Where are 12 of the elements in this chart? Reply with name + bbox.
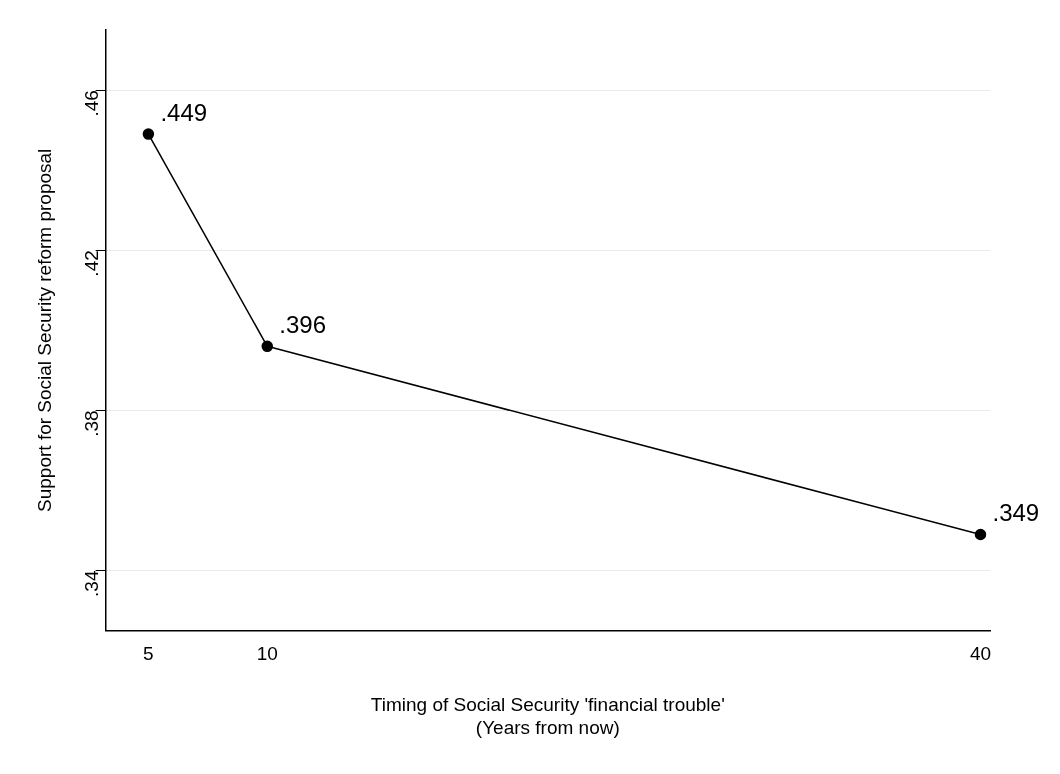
y-axis-title: Support for Social Security reform proposal (33, 148, 55, 512)
x-tick-label: 5 (143, 643, 154, 665)
x-axis-title: Timing of Social Security 'financial trouble' (Years from now) (370, 694, 725, 738)
y-tick-label: .46 (80, 90, 102, 117)
data-label: .349 (992, 499, 1040, 527)
y-tick-label: .42 (80, 250, 102, 277)
x-tick-label: 40 (969, 643, 992, 665)
x-tick-label: 10 (256, 643, 278, 665)
y-tick-label: .34 (80, 570, 102, 597)
data-label: .396 (279, 310, 326, 338)
data-label: .449 (160, 98, 208, 126)
y-tick-label: .38 (80, 410, 102, 437)
